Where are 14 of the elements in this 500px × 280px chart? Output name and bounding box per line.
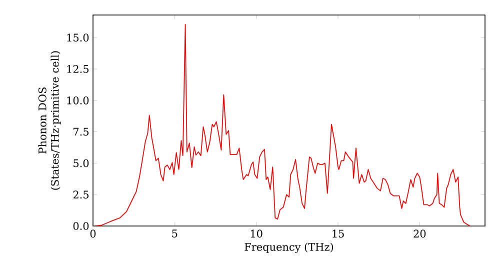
y-tick-label: 15.0 xyxy=(67,34,89,42)
x-tick-label: 10 xyxy=(250,230,262,238)
x-tick-label: 5 xyxy=(172,230,178,238)
x-tick-label: 0 xyxy=(90,230,96,238)
y-tick-label: 10.0 xyxy=(67,96,89,104)
x-tick-label: 20 xyxy=(414,230,426,238)
y-tick-label: 2.5 xyxy=(73,190,89,199)
y-tick-label: 0.0 xyxy=(73,222,89,230)
y-tick-label: 12.5 xyxy=(67,65,89,73)
x-tick-label: 15 xyxy=(332,230,344,238)
y-tick-label: 7.5 xyxy=(74,128,89,136)
x-axis-title: Frequency (THz) xyxy=(244,242,334,254)
y-axis-title: Phonon DOS (States/THz·primitive cell) xyxy=(38,51,61,190)
y-tick-label: 5.0 xyxy=(74,159,89,168)
